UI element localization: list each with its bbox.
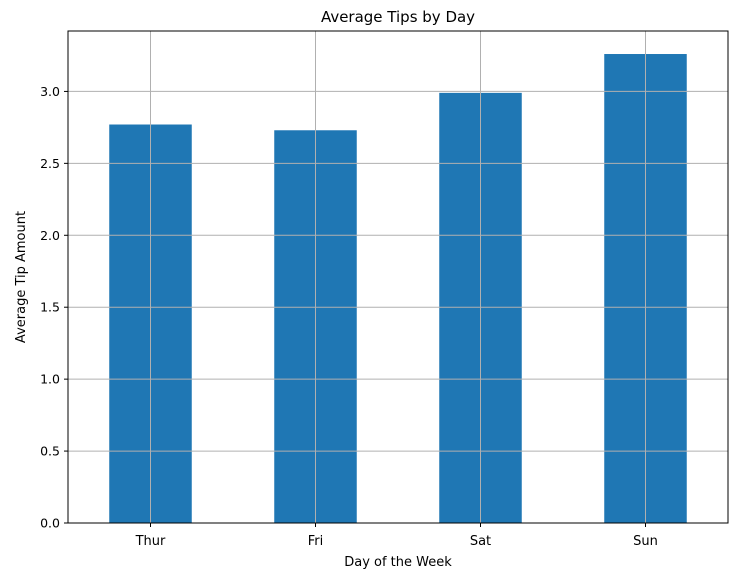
y-tick-label: 0.5 [40,444,60,459]
chart-title: Average Tips by Day [321,8,475,26]
y-tick-label: 2.0 [40,228,60,243]
x-tick-label: Thur [135,534,166,549]
bars [109,54,687,523]
y-tick-label: 1.0 [40,372,60,387]
x-tick-label: Fri [308,534,324,549]
y-tick-label: 0.0 [40,516,60,531]
axes: 0.0 0.5 1.0 1.5 2.0 2.5 3.0 Thur Fri Sat Sun [40,30,729,549]
x-axis-label: Day of the Week [344,555,452,570]
x-tick-label: Sun [633,534,658,549]
y-tick-label: 1.5 [40,300,60,315]
y-tick-label: 2.5 [40,156,60,171]
x-tick-label: Sat [470,534,491,549]
y-tick-label: 3.0 [40,84,60,99]
y-axis-label: Average Tip Amount [14,211,29,343]
plot-frame [67,30,729,524]
